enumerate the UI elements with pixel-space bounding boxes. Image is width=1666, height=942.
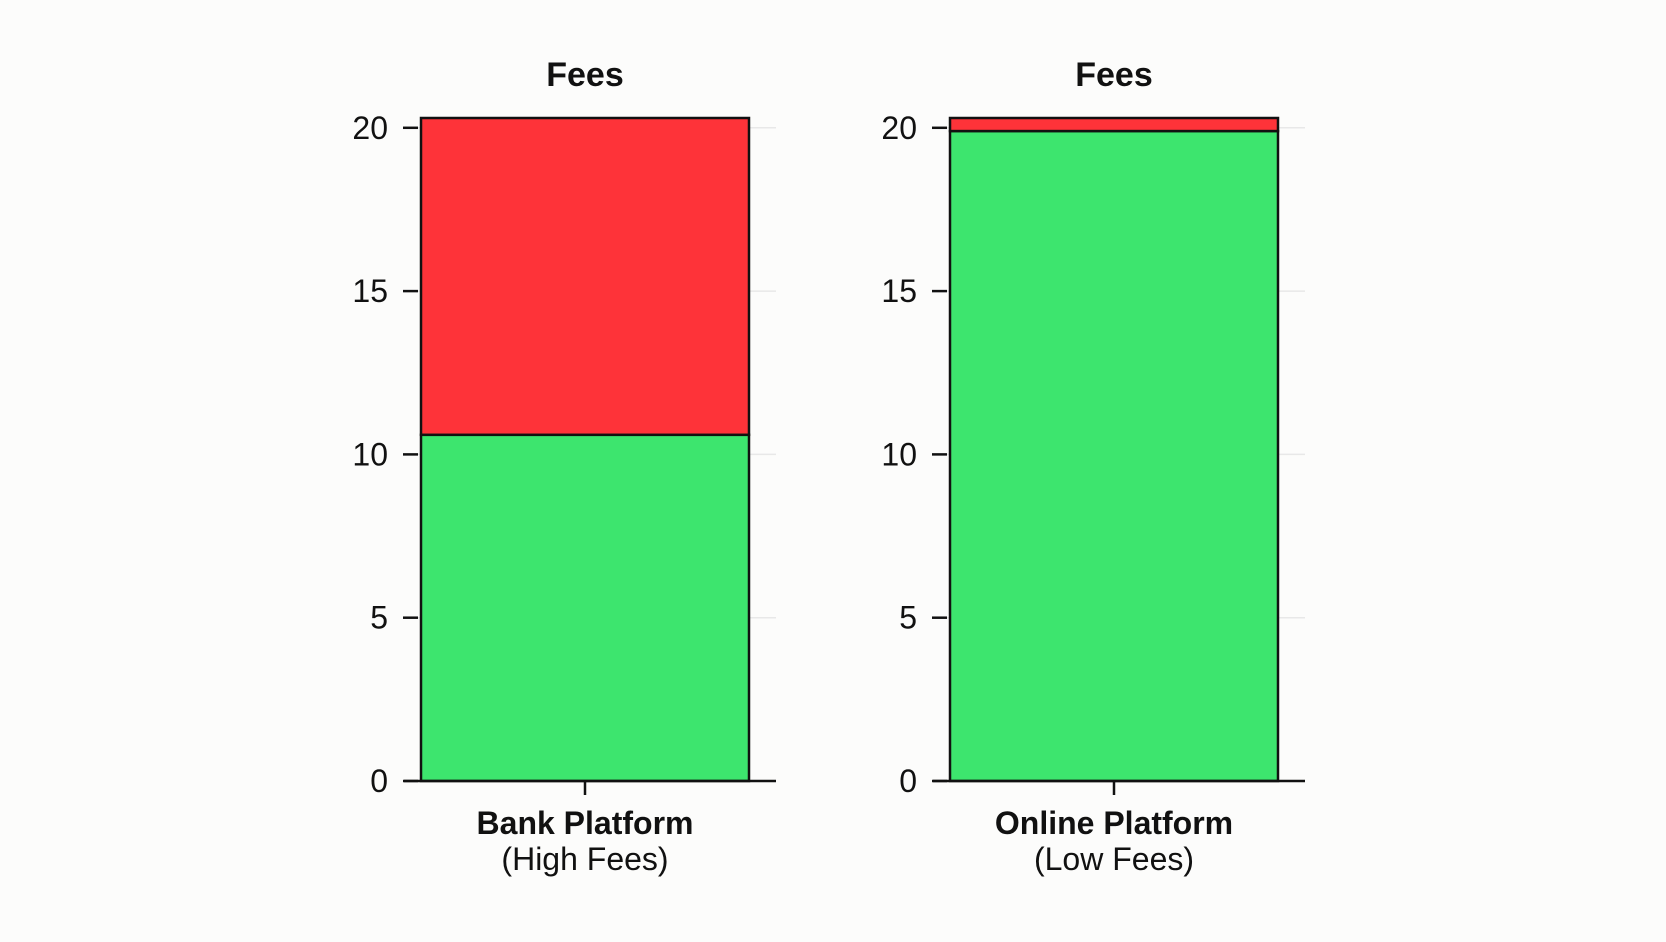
category-label: Bank Platform [477,805,694,841]
y-tick-label: 15 [881,273,917,309]
y-tick-label: 5 [899,600,917,636]
y-tick-label: 20 [881,110,917,146]
y-tick-label: 0 [370,763,388,799]
y-tick-label: 5 [370,600,388,636]
y-tick-label: 10 [881,436,917,472]
category-label: Online Platform [995,805,1233,841]
category-sublabel: (High Fees) [501,841,668,877]
bar-segment-red [419,116,751,437]
y-tick-label: 15 [352,273,388,309]
panel-title: Fees [1075,56,1153,94]
bar-segment-red [948,116,1280,133]
y-tick-label: 0 [899,763,917,799]
category-sublabel: (Low Fees) [1034,841,1194,877]
bar-segment-green [948,129,1280,783]
bar-segment-green [419,433,751,783]
y-tick-label: 20 [352,110,388,146]
y-tick-label: 10 [352,436,388,472]
panel-title: Fees [546,56,624,94]
